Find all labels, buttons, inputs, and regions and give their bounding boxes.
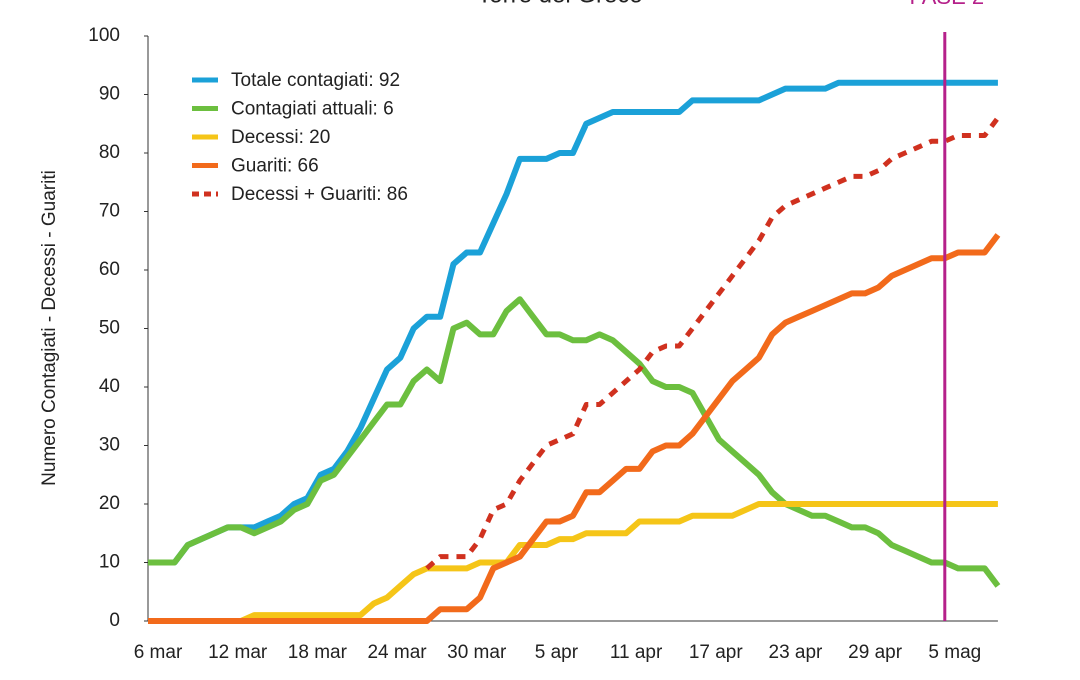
x-tick-label: 11 apr	[610, 642, 663, 663]
x-tick-label: 23 apr	[769, 642, 824, 663]
x-tick-label: 18 mar	[288, 642, 348, 663]
x-tick-label: 17 apr	[689, 642, 744, 663]
y-tick-label: 50	[99, 318, 120, 339]
series-line	[148, 233, 1001, 624]
x-tick-label: 6 mar	[134, 642, 183, 663]
legend-label: Guariti: 66	[231, 156, 319, 177]
y-tick-label: 40	[99, 376, 120, 397]
y-axis-label: Numero Contagiati - Decessi - Guariti	[39, 170, 60, 486]
series-line	[425, 116, 1000, 571]
y-tick-label: 0	[109, 610, 120, 631]
x-tick-label: 24 mar	[367, 642, 427, 663]
y-tick-label: 30	[99, 435, 120, 456]
series-line	[148, 79, 998, 566]
series-line	[148, 296, 1001, 588]
legend-label: Decessi + Guariti: 86	[231, 184, 408, 205]
legend-label: Totale contagiati: 92	[231, 70, 400, 91]
y-tick-label: 100	[88, 25, 120, 46]
legend-label: Contagiati attuali: 6	[231, 99, 394, 120]
x-tick-label: 5 mag	[928, 642, 981, 663]
x-tick-label: 12 mar	[208, 642, 268, 663]
x-tick-label: 29 apr	[848, 642, 903, 663]
y-tick-label: 60	[99, 259, 120, 280]
y-tick-label: 90	[99, 84, 120, 105]
marker-label: FASE 2	[910, 0, 985, 9]
y-tick-label: 10	[99, 552, 120, 573]
y-tick-label: 80	[99, 142, 120, 163]
chart-title: Torre del Greco	[477, 0, 642, 8]
legend-label: Decessi: 20	[231, 127, 330, 148]
series-line	[148, 501, 998, 624]
y-tick-label: 20	[99, 493, 120, 514]
x-tick-label: 5 apr	[535, 642, 579, 663]
x-tick-label: 30 mar	[447, 642, 507, 663]
y-tick-label: 70	[99, 201, 120, 222]
